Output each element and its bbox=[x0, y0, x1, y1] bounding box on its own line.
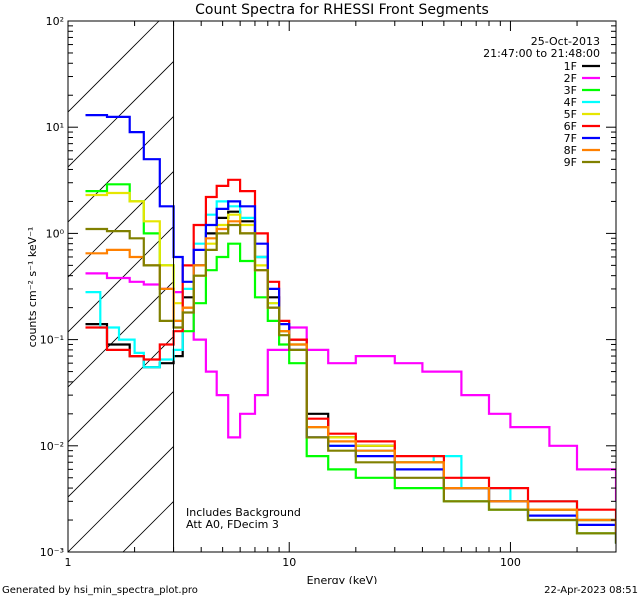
background-hatch-region bbox=[68, 21, 640, 552]
hatch-line bbox=[618, 21, 640, 552]
legend-label-9f: 9F bbox=[564, 156, 577, 169]
hatch-line bbox=[68, 445, 174, 552]
y-tick-label: 10⁻² bbox=[40, 440, 64, 453]
count-spectra-chart: Count Spectra for RHESSI Front Segments … bbox=[26, 2, 640, 584]
legend-label-6f: 6F bbox=[564, 120, 577, 133]
y-axis-label: counts cm⁻² s⁻¹ keV⁻¹ bbox=[26, 227, 39, 348]
x-tick-label: 1 bbox=[65, 556, 72, 569]
hatch-line bbox=[68, 60, 174, 168]
hatch-line bbox=[68, 280, 174, 388]
y-tick-label: 10⁻³ bbox=[40, 546, 64, 559]
legend-label-4f: 4F bbox=[564, 96, 577, 109]
x-tick-label: 100 bbox=[500, 556, 521, 569]
legend-label-8f: 8F bbox=[564, 144, 577, 157]
y-tick-label: 10¹ bbox=[46, 121, 64, 134]
legend-label-7f: 7F bbox=[564, 132, 577, 145]
y-tick-label: 10⁰ bbox=[46, 227, 65, 240]
chart-title: Count Spectra for RHESSI Front Segments bbox=[195, 2, 489, 18]
hatch-line bbox=[233, 21, 640, 552]
legend-label-3f: 3F bbox=[564, 84, 577, 97]
hatch-line bbox=[122, 500, 174, 552]
legend-label-1f: 1F bbox=[564, 60, 577, 73]
x-tick-label: 10 bbox=[282, 556, 296, 569]
date-label: 25-Oct-2013 bbox=[531, 35, 600, 48]
footer-generated-by: Generated by hsi_min_spectra_plot.pro bbox=[2, 585, 198, 596]
legend-label-2f: 2F bbox=[564, 72, 577, 85]
time-range-label: 21:47:00 to 21:48:00 bbox=[483, 47, 600, 60]
spectra-series bbox=[85, 114, 616, 544]
series-9f bbox=[85, 223, 616, 544]
hatch-line bbox=[68, 335, 174, 443]
hatch-line bbox=[68, 170, 174, 278]
annotation-attenuator: Att A0, FDecim 3 bbox=[186, 518, 279, 531]
footer-timestamp: 22-Apr-2023 08:51 bbox=[544, 585, 638, 596]
hatch-line bbox=[453, 21, 640, 552]
series-4f bbox=[85, 200, 616, 534]
y-tick-label: 10⁻¹ bbox=[40, 334, 64, 347]
hatch-line bbox=[68, 21, 160, 113]
plot-frame bbox=[67, 20, 617, 553]
legend-label-5f: 5F bbox=[564, 108, 577, 121]
y-tick-label: 10² bbox=[46, 15, 64, 28]
series-8f bbox=[85, 220, 616, 534]
hatch-line bbox=[343, 21, 640, 552]
axes: 1 10 100 10⁻³ 10⁻² 10⁻¹ 10⁰ 10¹ 10² bbox=[40, 15, 617, 569]
hatch-line bbox=[288, 21, 640, 552]
x-axis-label: Energy (keV) bbox=[307, 574, 378, 584]
annotation-background: Includes Background bbox=[186, 506, 301, 519]
hatch-line bbox=[398, 21, 640, 552]
series-2f bbox=[85, 272, 616, 502]
series-1f bbox=[85, 210, 616, 534]
hatch-line bbox=[68, 390, 174, 498]
hatch-line bbox=[68, 225, 174, 333]
